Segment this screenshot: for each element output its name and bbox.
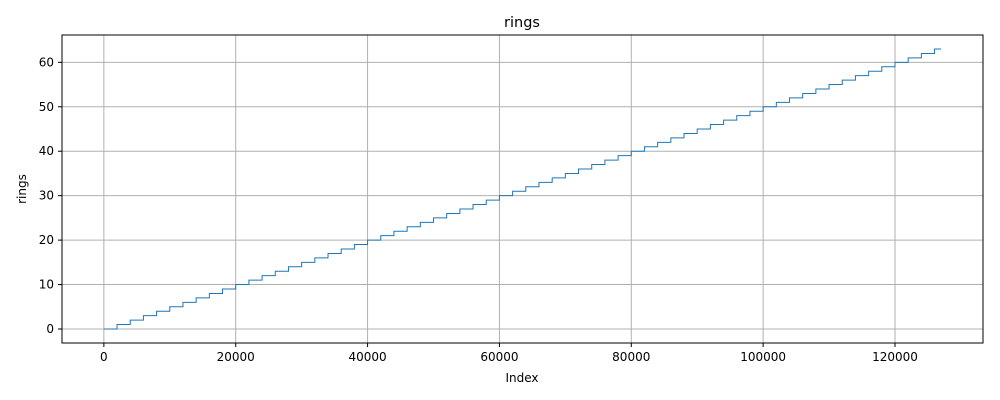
x-axis-label: Index — [505, 371, 538, 385]
y-tick-labels: 0 10 20 30 40 50 60 — [39, 55, 54, 336]
chart-title: rings — [504, 15, 540, 31]
y-tick-label: 30 — [39, 189, 54, 203]
x-tick-label: 60000 — [480, 350, 518, 364]
y-tick-label: 60 — [39, 55, 54, 69]
x-tick-label: 40000 — [348, 350, 386, 364]
x-tick-label: 0 — [100, 350, 108, 364]
series-layer — [103, 48, 942, 330]
plot-frame — [61, 34, 984, 344]
y-tick-label: 40 — [39, 144, 54, 158]
series-line-0 — [103, 48, 942, 330]
x-tick-labels: 0 20000 40000 60000 80000 100000 120000 — [100, 350, 918, 364]
tick-marks — [58, 61, 896, 347]
x-tick-label: 20000 — [217, 350, 255, 364]
y-tick-label: 20 — [39, 233, 54, 247]
y-axis-label: rings — [15, 174, 29, 204]
x-tick-label: 100000 — [740, 350, 786, 364]
grid-lines — [62, 35, 983, 343]
x-tick-label: 120000 — [872, 350, 918, 364]
x-tick-label: 80000 — [612, 350, 650, 364]
y-tick-label: 10 — [39, 278, 54, 292]
y-tick-label: 50 — [39, 100, 54, 114]
y-tick-label: 0 — [46, 322, 54, 336]
